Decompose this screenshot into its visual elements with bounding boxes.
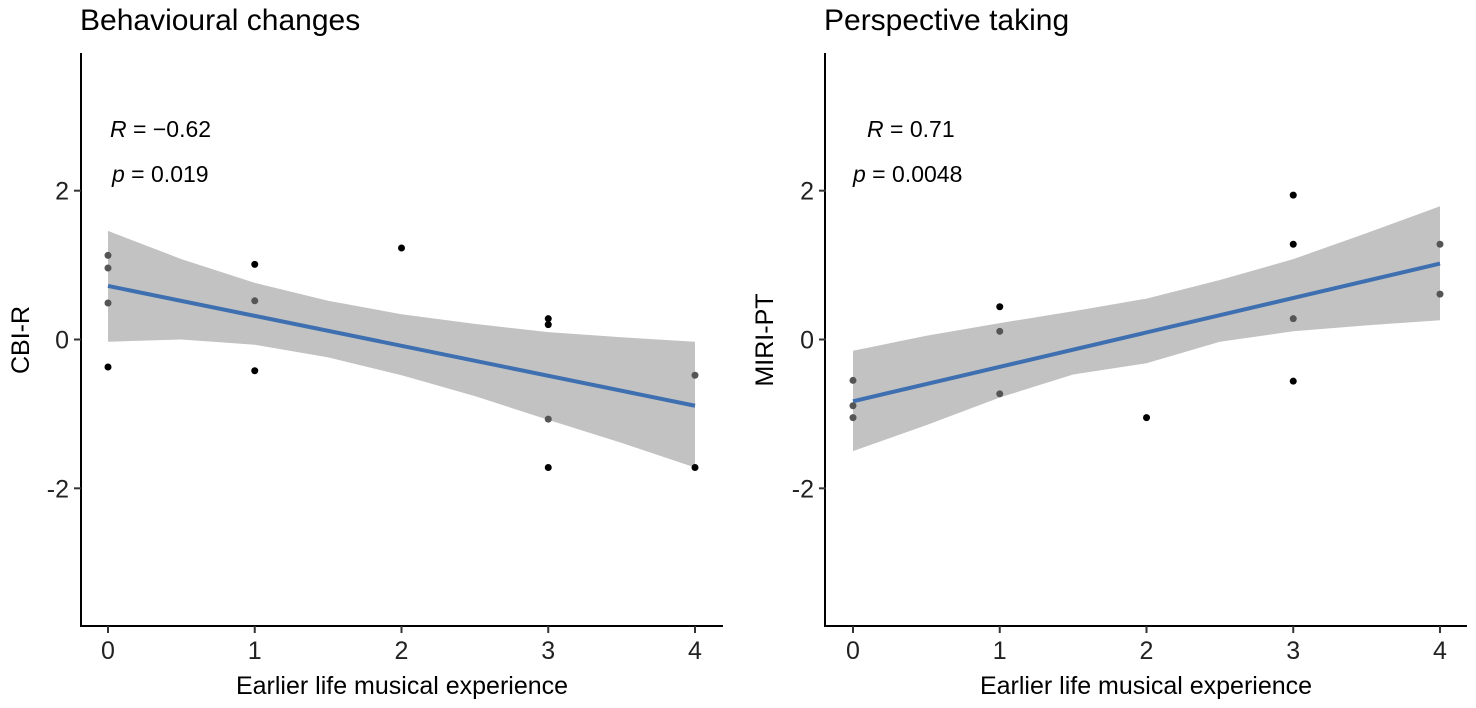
y-tick-label: 2 xyxy=(55,178,69,206)
correlation-r-label: R = 0.71 xyxy=(867,116,955,142)
data-point xyxy=(1436,240,1444,248)
x-tick-label: 3 xyxy=(1286,637,1300,665)
x-tick-label: 4 xyxy=(1433,637,1447,665)
x-tick-label: 1 xyxy=(993,637,1007,665)
data-point xyxy=(996,327,1004,335)
p-value: 0.0048 xyxy=(892,161,962,187)
data-point xyxy=(1436,290,1444,298)
r-value: −0.62 xyxy=(153,116,211,142)
x-tick-label: 2 xyxy=(1140,637,1154,665)
y-tick-label: -2 xyxy=(47,475,69,503)
data-point xyxy=(544,463,552,471)
data-point xyxy=(1289,377,1297,385)
data-point xyxy=(1289,240,1297,248)
data-point xyxy=(104,299,112,307)
panel-title: Behavioural changes xyxy=(80,4,360,37)
x-axis-title: Earlier life musical experience xyxy=(236,672,568,700)
x-tick-label: 2 xyxy=(395,637,409,665)
data-point xyxy=(544,315,552,323)
data-point xyxy=(1289,315,1297,323)
p-symbol: p xyxy=(111,161,125,187)
panel-title: Perspective taking xyxy=(824,4,1069,37)
data-point xyxy=(849,376,857,384)
panel-behavioural-changes: Behavioural changes 0 1 2 3 4 -2 0 2 Earlier li… xyxy=(7,4,723,700)
y-tick-label: 2 xyxy=(800,178,814,206)
tick-layer: 0 1 2 3 4 -2 0 2 xyxy=(792,178,1447,665)
data-point xyxy=(251,297,259,305)
r-symbol: R xyxy=(110,116,127,142)
y-tick-label: -2 xyxy=(792,475,814,503)
p-symbol: p xyxy=(852,161,866,187)
r-value: 0.71 xyxy=(910,116,955,142)
p-value: 0.019 xyxy=(151,161,209,187)
data-point xyxy=(544,415,552,423)
p-equals: = xyxy=(866,161,892,187)
data-point xyxy=(104,264,112,272)
confidence-band xyxy=(853,206,1440,452)
r-equals: = xyxy=(884,116,910,142)
y-axis-title: CBI-R xyxy=(7,306,35,374)
r-symbol: R xyxy=(867,116,884,142)
data-point xyxy=(849,402,857,410)
p-value-label: p = 0.0048 xyxy=(852,161,962,187)
data-point xyxy=(544,321,552,329)
data-point xyxy=(104,363,112,371)
correlation-r-label: R = −0.62 xyxy=(110,116,211,142)
data-point xyxy=(996,390,1004,398)
data-point xyxy=(996,303,1004,311)
x-tick-label: 0 xyxy=(846,637,860,665)
data-point xyxy=(849,414,857,422)
data-point xyxy=(251,367,259,375)
x-tick-label: 0 xyxy=(101,637,115,665)
y-axis-title: MIRI-PT xyxy=(751,293,779,386)
panel-perspective-taking: Perspective taking 0 1 2 3 4 -2 0 2 Earlier lif… xyxy=(751,4,1467,700)
tick-layer: 0 1 2 3 4 -2 0 2 xyxy=(47,178,702,665)
data-point xyxy=(691,371,699,379)
p-value-label: p = 0.019 xyxy=(111,161,209,187)
plot-area xyxy=(104,230,699,471)
data-point xyxy=(691,463,699,471)
data-point xyxy=(1143,414,1150,422)
confidence-band xyxy=(108,230,695,468)
y-tick-label: 0 xyxy=(800,327,814,355)
data-point xyxy=(251,260,259,268)
data-point xyxy=(1289,191,1297,199)
x-tick-label: 4 xyxy=(688,637,702,665)
x-tick-label: 3 xyxy=(541,637,555,665)
y-tick-label: 0 xyxy=(55,327,69,355)
data-point xyxy=(104,251,112,259)
data-point xyxy=(398,244,405,252)
p-equals: = xyxy=(125,161,151,187)
x-tick-label: 1 xyxy=(248,637,262,665)
regression-line xyxy=(107,283,696,408)
regression-line xyxy=(852,261,1441,404)
x-axis-title: Earlier life musical experience xyxy=(980,672,1312,700)
plot-area xyxy=(849,191,1444,452)
r-equals: = xyxy=(127,116,153,142)
